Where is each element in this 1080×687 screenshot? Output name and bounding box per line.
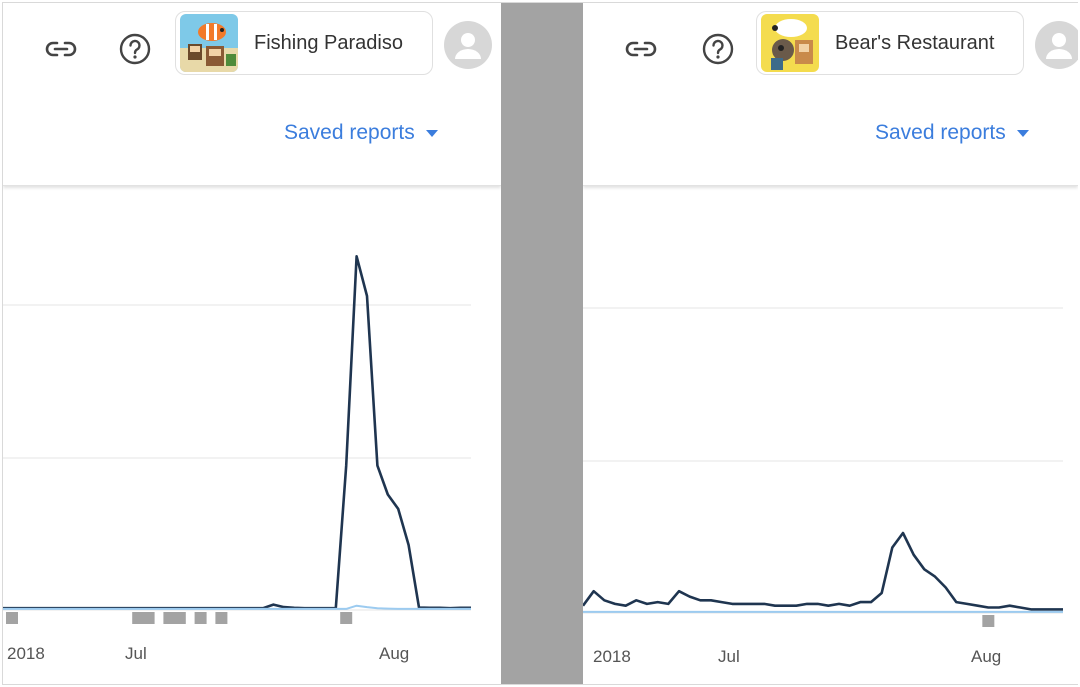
x-tick-label: Jul [125,644,147,663]
x-tick-label: Jul [718,647,740,666]
app-name: Bear's Restaurant [835,31,995,54]
line-chart: 2018 Jul Aug [583,186,1078,684]
event-marker [215,612,228,624]
top-app-bar: Fishing Paradiso Saved reports [3,3,501,186]
series-line [3,604,471,610]
link-icon[interactable] [43,31,79,67]
dropdown-caret-icon [425,129,438,137]
dropdown-caret-icon [1016,129,1029,137]
line-chart-svg: 2018 Jul Aug [3,255,471,663]
app-icon-bears-restaurant [761,14,819,72]
x-tick-label: 2018 [7,644,45,663]
app-selector[interactable]: Bear's Restaurant [756,11,1024,75]
line-chart: 2018 Jul Aug [3,186,501,684]
app-selector[interactable]: Fishing Paradiso [175,11,433,75]
event-marker [340,612,353,624]
series-line [583,531,1063,611]
event-marker [132,612,145,624]
line-chart-svg: 2018 Jul Aug [583,307,1063,666]
panel-divider [501,3,583,684]
app-name: Fishing Paradiso [254,31,403,54]
series-line [3,255,471,610]
avatar-icon[interactable] [1035,21,1078,69]
saved-reports-button[interactable]: Saved reports [284,121,438,145]
saved-reports-label: Saved reports [284,121,415,144]
event-marker [982,615,995,627]
event-marker [163,612,176,624]
app-icon-fishing-paradiso [180,14,238,72]
help-icon[interactable] [700,31,736,67]
event-marker [194,612,207,624]
x-tick-label: Aug [971,647,1001,666]
x-tick-label: 2018 [593,647,631,666]
x-tick-label: Aug [379,644,409,663]
saved-reports-button[interactable]: Saved reports [875,121,1029,145]
panel-bears-restaurant: Bear's Restaurant Saved reports 2018 Jul A… [583,3,1078,684]
event-marker [173,612,186,624]
help-icon[interactable] [117,31,153,67]
saved-reports-label: Saved reports [875,121,1006,144]
panel-fishing-paradiso: Fishing Paradiso Saved reports 2018 Jul Au… [3,3,501,684]
event-marker [142,612,155,624]
event-marker [6,612,18,624]
avatar-icon[interactable] [444,21,492,69]
top-app-bar: Bear's Restaurant Saved reports [583,3,1078,186]
link-icon[interactable] [623,31,659,67]
